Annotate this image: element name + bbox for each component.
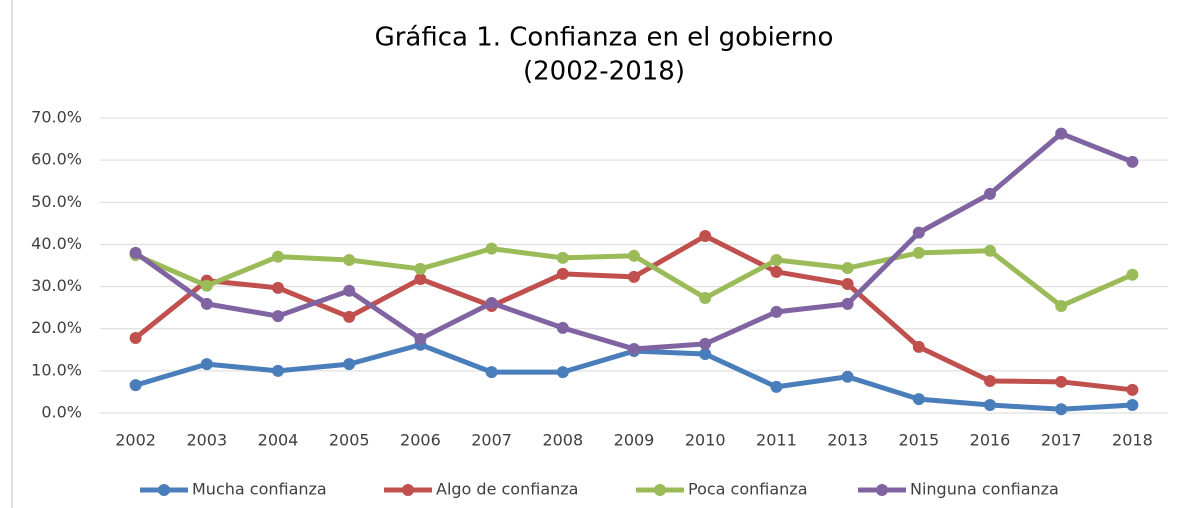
- data-point: [343, 254, 356, 267]
- data-point: [556, 251, 569, 264]
- x-tick-label: 2017: [1041, 431, 1082, 450]
- y-tick-label: 40.0%: [31, 234, 82, 253]
- x-tick-label: 2013: [827, 431, 868, 450]
- data-point: [912, 393, 925, 406]
- data-point: [699, 291, 712, 304]
- x-tick-label: 2004: [258, 431, 299, 450]
- data-point: [770, 380, 783, 393]
- data-point: [200, 279, 213, 292]
- chart-title: Gráfica 1. Confianza en el gobierno: [375, 23, 834, 53]
- x-tick-label: 2016: [970, 431, 1011, 450]
- legend-marker: [876, 484, 888, 496]
- data-point: [129, 331, 142, 344]
- x-tick-label: 2018: [1112, 431, 1153, 450]
- data-point: [272, 250, 284, 263]
- legend-marker: [402, 484, 414, 496]
- x-tick-label: 2010: [685, 431, 726, 450]
- data-point: [1126, 268, 1139, 281]
- data-point: [1126, 383, 1139, 396]
- y-tick-label: 60.0%: [31, 150, 82, 169]
- legend-label: Mucha confianza: [192, 480, 327, 499]
- legend-marker: [654, 484, 666, 496]
- x-tick-label: 2015: [898, 431, 939, 450]
- x-tick-label: 2007: [471, 431, 512, 450]
- data-point: [699, 348, 712, 360]
- data-point: [841, 370, 854, 383]
- x-tick-label: 2006: [400, 431, 441, 450]
- data-point: [272, 281, 284, 294]
- data-point: [343, 358, 356, 371]
- data-point: [770, 265, 783, 278]
- y-tick-label: 20.0%: [31, 318, 82, 337]
- data-point: [841, 297, 854, 310]
- data-point: [699, 337, 712, 350]
- x-tick-label: 2011: [756, 431, 797, 450]
- y-tick-label: 70.0%: [31, 108, 82, 127]
- y-tick-label: 30.0%: [31, 276, 82, 295]
- data-point: [1126, 155, 1139, 168]
- legend-label: Algo de confianza: [436, 480, 578, 499]
- data-point: [841, 278, 854, 291]
- data-point: [485, 297, 498, 310]
- legend-marker: [158, 484, 170, 496]
- data-point: [1055, 375, 1068, 388]
- data-point: [556, 267, 569, 280]
- x-tick-label: 2008: [542, 431, 583, 450]
- data-point: [129, 246, 142, 259]
- data-point: [699, 230, 712, 242]
- data-point: [272, 310, 284, 323]
- data-point: [984, 244, 996, 257]
- data-point: [912, 246, 925, 259]
- data-point: [841, 262, 854, 275]
- data-point: [556, 321, 569, 334]
- data-point: [272, 364, 284, 377]
- data-point: [628, 249, 640, 262]
- data-point: [200, 297, 213, 310]
- x-tick-label: 2009: [614, 431, 655, 450]
- chart-subtitle: (2002-2018): [523, 57, 685, 87]
- data-point: [912, 226, 925, 239]
- data-point: [770, 254, 783, 267]
- data-point: [984, 374, 996, 387]
- x-tick-label: 2005: [329, 431, 370, 450]
- data-point: [912, 340, 925, 353]
- legend-label: Poca confianza: [688, 480, 808, 499]
- data-point: [1055, 299, 1068, 312]
- y-tick-label: 10.0%: [31, 360, 82, 379]
- data-point: [485, 242, 498, 255]
- data-point: [556, 366, 569, 379]
- legend-label: Ninguna confianza: [910, 480, 1059, 499]
- series-line: [134, 131, 1134, 352]
- data-point: [343, 284, 356, 297]
- x-tick-label: 2002: [115, 431, 156, 450]
- data-point: [628, 270, 640, 283]
- data-point: [200, 358, 213, 371]
- data-point: [1055, 403, 1068, 416]
- y-tick-label: 50.0%: [31, 192, 82, 211]
- data-point: [984, 187, 996, 200]
- data-point: [485, 366, 498, 379]
- data-point: [1126, 398, 1139, 411]
- data-point: [770, 305, 783, 318]
- y-tick-label: 0.0%: [41, 403, 82, 422]
- data-point: [984, 398, 996, 411]
- data-point: [129, 379, 142, 392]
- x-tick-label: 2003: [186, 431, 227, 450]
- data-point: [1055, 127, 1068, 140]
- data-point: [414, 272, 427, 285]
- data-point: [628, 342, 640, 355]
- data-point: [414, 262, 427, 275]
- data-point: [414, 332, 427, 345]
- data-point: [343, 310, 356, 323]
